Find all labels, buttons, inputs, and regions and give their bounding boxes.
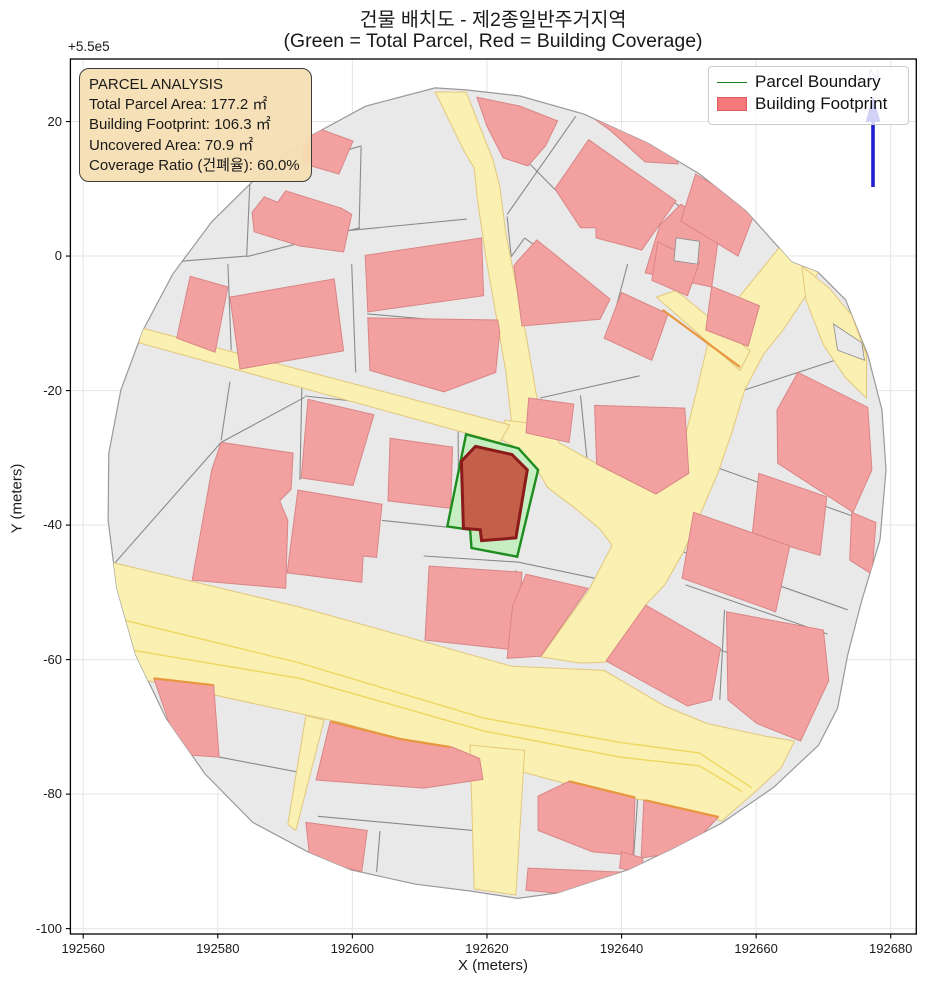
annotation-line: PARCEL ANALYSIS xyxy=(89,76,223,93)
building xyxy=(725,611,830,742)
road-accent-edge xyxy=(661,309,741,368)
y-tick-label: 20 xyxy=(47,113,62,129)
legend: Parcel Boundary Building Footprint xyxy=(708,66,909,125)
lot-line xyxy=(218,756,298,773)
x-tick-label: 192600 xyxy=(330,941,375,956)
building xyxy=(191,441,294,589)
building xyxy=(594,404,690,495)
building xyxy=(286,489,383,583)
legend-label: Building Footprint xyxy=(755,94,888,113)
lot-line xyxy=(719,609,726,700)
road-accent-edge xyxy=(330,720,451,749)
building xyxy=(300,398,375,486)
building xyxy=(506,573,589,659)
y-tick-label: -20 xyxy=(43,382,62,398)
lot-line xyxy=(423,555,595,579)
lot-line xyxy=(351,264,357,373)
parcel-notch xyxy=(832,323,865,361)
road-accent-edge xyxy=(153,677,214,687)
building xyxy=(176,275,229,353)
parcel-analysis-box: PARCEL ANALYSIS Total Parcel Area: 177.2… xyxy=(79,68,312,182)
legend-patch-swatch xyxy=(717,97,747,111)
building xyxy=(424,565,523,651)
building xyxy=(751,472,828,556)
y-axis-label: Y (meters) xyxy=(8,463,26,534)
lot-line xyxy=(381,519,447,528)
annotation-line: Uncovered Area: 70.9 ㎡ xyxy=(89,136,254,154)
legend-item-building-footprint: Building Footprint xyxy=(717,93,908,115)
x-tick-label: 192640 xyxy=(599,941,644,956)
y-tick-label: -80 xyxy=(43,786,62,802)
axes-frame xyxy=(69,58,917,935)
lane-line xyxy=(114,617,753,789)
legend-item-parcel-boundary: Parcel Boundary xyxy=(717,71,908,93)
annotation-line: Building Footprint: 106.3 ㎡ xyxy=(89,116,271,134)
building xyxy=(513,239,611,327)
y-axis-offset-text: +5.5e5 xyxy=(68,39,110,54)
x-tick-label: 192560 xyxy=(61,941,105,956)
road xyxy=(287,714,325,832)
building xyxy=(554,139,677,251)
building xyxy=(229,278,345,370)
x-tick-label: 192680 xyxy=(869,941,913,956)
x-tick-label: 192580 xyxy=(196,941,240,956)
road-accent-edge xyxy=(644,799,719,819)
lot-line xyxy=(633,797,639,857)
lot-line xyxy=(317,815,480,832)
y-tick-label: -60 xyxy=(43,651,62,667)
lot-line xyxy=(376,831,381,873)
plot-subtitle: (Green = Total Parcel, Red = Building Co… xyxy=(283,30,703,52)
y-tick-label: -40 xyxy=(43,517,62,533)
building xyxy=(153,677,220,758)
lot-line xyxy=(299,385,303,481)
building xyxy=(367,317,501,393)
lot-line xyxy=(111,442,222,567)
x-tick-label: 192660 xyxy=(734,941,778,956)
road xyxy=(801,264,867,400)
annotation-line: Total Parcel Area: 177.2 ㎡ xyxy=(89,96,268,114)
lot-line xyxy=(358,147,362,230)
lot-line xyxy=(506,216,512,257)
x-axis-label: X (meters) xyxy=(457,957,528,974)
plot-title: 건물 배치도 - 제2종일반주거지역 xyxy=(359,9,627,31)
road-accent-edge xyxy=(568,780,636,799)
lot-line xyxy=(227,264,232,351)
building xyxy=(364,237,485,313)
building xyxy=(525,397,575,444)
building-footprint xyxy=(459,444,529,543)
lane-line xyxy=(120,647,743,792)
building xyxy=(705,285,761,347)
lot-line xyxy=(510,237,526,258)
y-tick-label: 0 xyxy=(54,248,62,264)
building xyxy=(387,437,454,509)
building xyxy=(251,190,353,253)
building xyxy=(681,511,791,613)
y-tick-label: -100 xyxy=(35,920,62,936)
lot-line xyxy=(220,381,231,441)
annotation-line: Coverage Ratio (건폐율): 60.0% xyxy=(89,156,300,174)
lot-line xyxy=(220,396,305,443)
parcel-notch xyxy=(673,237,701,265)
lot-line xyxy=(246,177,251,257)
building xyxy=(603,291,669,361)
lot-line xyxy=(579,395,589,468)
building xyxy=(776,371,873,514)
building xyxy=(476,96,559,167)
x-tick-label: 192620 xyxy=(465,941,509,956)
lot-line xyxy=(539,375,640,399)
building xyxy=(605,604,722,707)
lot-line xyxy=(506,115,577,215)
road xyxy=(469,744,526,896)
legend-line-swatch xyxy=(717,81,747,83)
legend-label: Parcel Boundary xyxy=(755,72,881,91)
